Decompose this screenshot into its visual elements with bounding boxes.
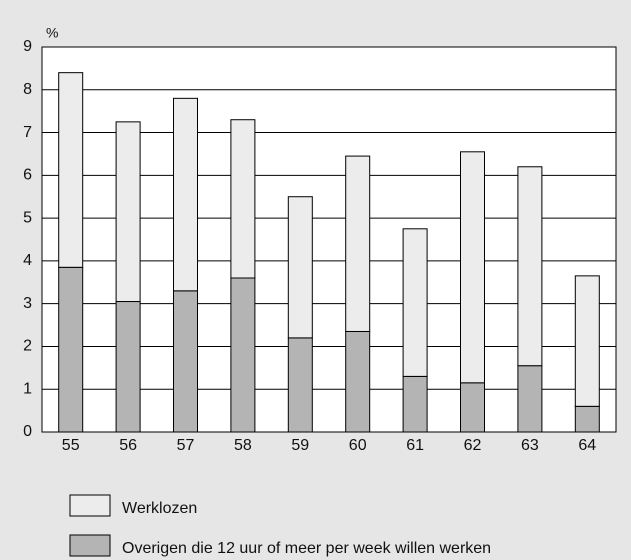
y-tick-label: 1: [23, 380, 32, 397]
y-tick-label: 7: [23, 124, 32, 141]
x-tick-label: 59: [291, 437, 309, 454]
legend-label: Werklozen: [122, 500, 197, 517]
x-tick-label: 60: [349, 437, 367, 454]
bar-segment: [287, 337, 313, 433]
x-tick-label: 56: [119, 437, 137, 454]
bar-segment: [517, 365, 543, 433]
y-unit: %: [46, 25, 58, 41]
bar-segment: [173, 97, 198, 292]
bar-segment: [58, 266, 84, 433]
x-tick-label: 61: [406, 437, 424, 454]
bar-segment: [345, 330, 371, 433]
bar-segment: [460, 151, 485, 384]
y-tick-label: 6: [23, 167, 32, 184]
y-tick-label: 8: [23, 81, 32, 98]
x-tick-label: 55: [62, 437, 80, 454]
bar-segment: [115, 301, 141, 433]
bar-segment: [230, 277, 256, 433]
y-tick-label: 4: [23, 252, 32, 269]
y-tick-label: 9: [23, 38, 32, 55]
bar-segment: [345, 155, 371, 332]
bar-segment: [173, 290, 198, 433]
y-tick-label: 2: [23, 338, 32, 355]
y-tick-label: 3: [23, 295, 32, 312]
y-tick-label: 5: [23, 209, 32, 226]
x-tick-label: 57: [177, 437, 195, 454]
plot-border: [41, 46, 617, 433]
legend-swatch: [69, 534, 111, 557]
bar-segment: [58, 72, 84, 268]
bar-segment: [574, 275, 600, 407]
bar-segment: [402, 228, 428, 377]
x-tick-label: 63: [521, 437, 539, 454]
bar-segment: [402, 375, 428, 433]
bar-segment: [115, 121, 141, 303]
x-tick-label: 62: [464, 437, 482, 454]
legend-swatch: [69, 494, 111, 517]
y-tick-label: 0: [23, 423, 32, 440]
x-tick-label: 58: [234, 437, 252, 454]
x-tick-label: 64: [578, 437, 596, 454]
bar-segment: [287, 196, 313, 339]
bar-segment: [574, 405, 600, 433]
bar-segment: [517, 166, 543, 367]
legend-label: Overigen die 12 uur of meer per week wil…: [122, 540, 491, 557]
bar-segment: [230, 119, 256, 279]
bar-segment: [460, 382, 485, 433]
